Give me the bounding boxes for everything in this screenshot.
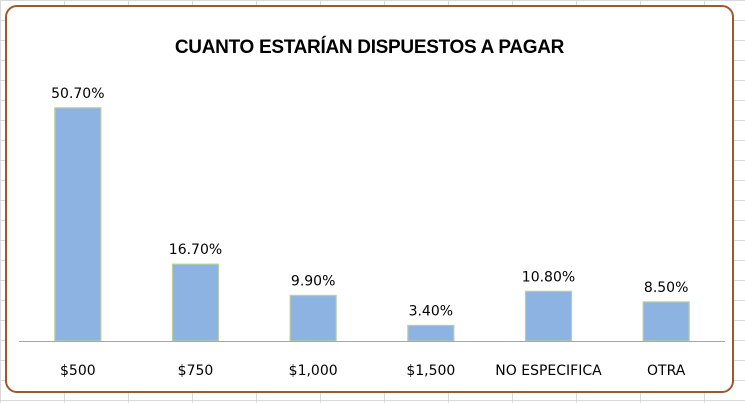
chart-title: CUANTO ESTARÍAN DISPUESTOS A PAGAR [174,37,565,58]
x-tick-label-2: $1,000 [289,363,338,379]
bar-5 [642,301,690,342]
x-tick-label-0: $500 [60,363,96,379]
bar-1 [171,263,220,342]
data-label-2: 9.90% [291,273,335,289]
bar-3 [407,324,455,342]
data-label-5: 8.50% [644,280,688,296]
x-tick-label-1: $750 [178,363,214,379]
chart-frame: CUANTO ESTARÍAN DISPUESTOS A PAGAR 50.70… [5,5,734,393]
bar-0 [54,107,102,342]
x-tick-label-3: $1,500 [406,363,455,379]
x-tick-label-4: NO ESPECIFICA [495,363,602,379]
bar-2 [289,294,337,342]
data-label-4: 10.80% [522,269,575,285]
data-label-0: 50.70% [51,86,104,102]
x-tick-label-5: OTRA [647,363,686,379]
data-label-3: 3.40% [409,303,453,319]
bar-4 [524,290,573,342]
bar-chart-plot: 50.70% $500 16.70% $750 9.90% $1,000 3.40% $1,5… [19,86,725,379]
data-label-1: 16.70% [169,242,222,258]
